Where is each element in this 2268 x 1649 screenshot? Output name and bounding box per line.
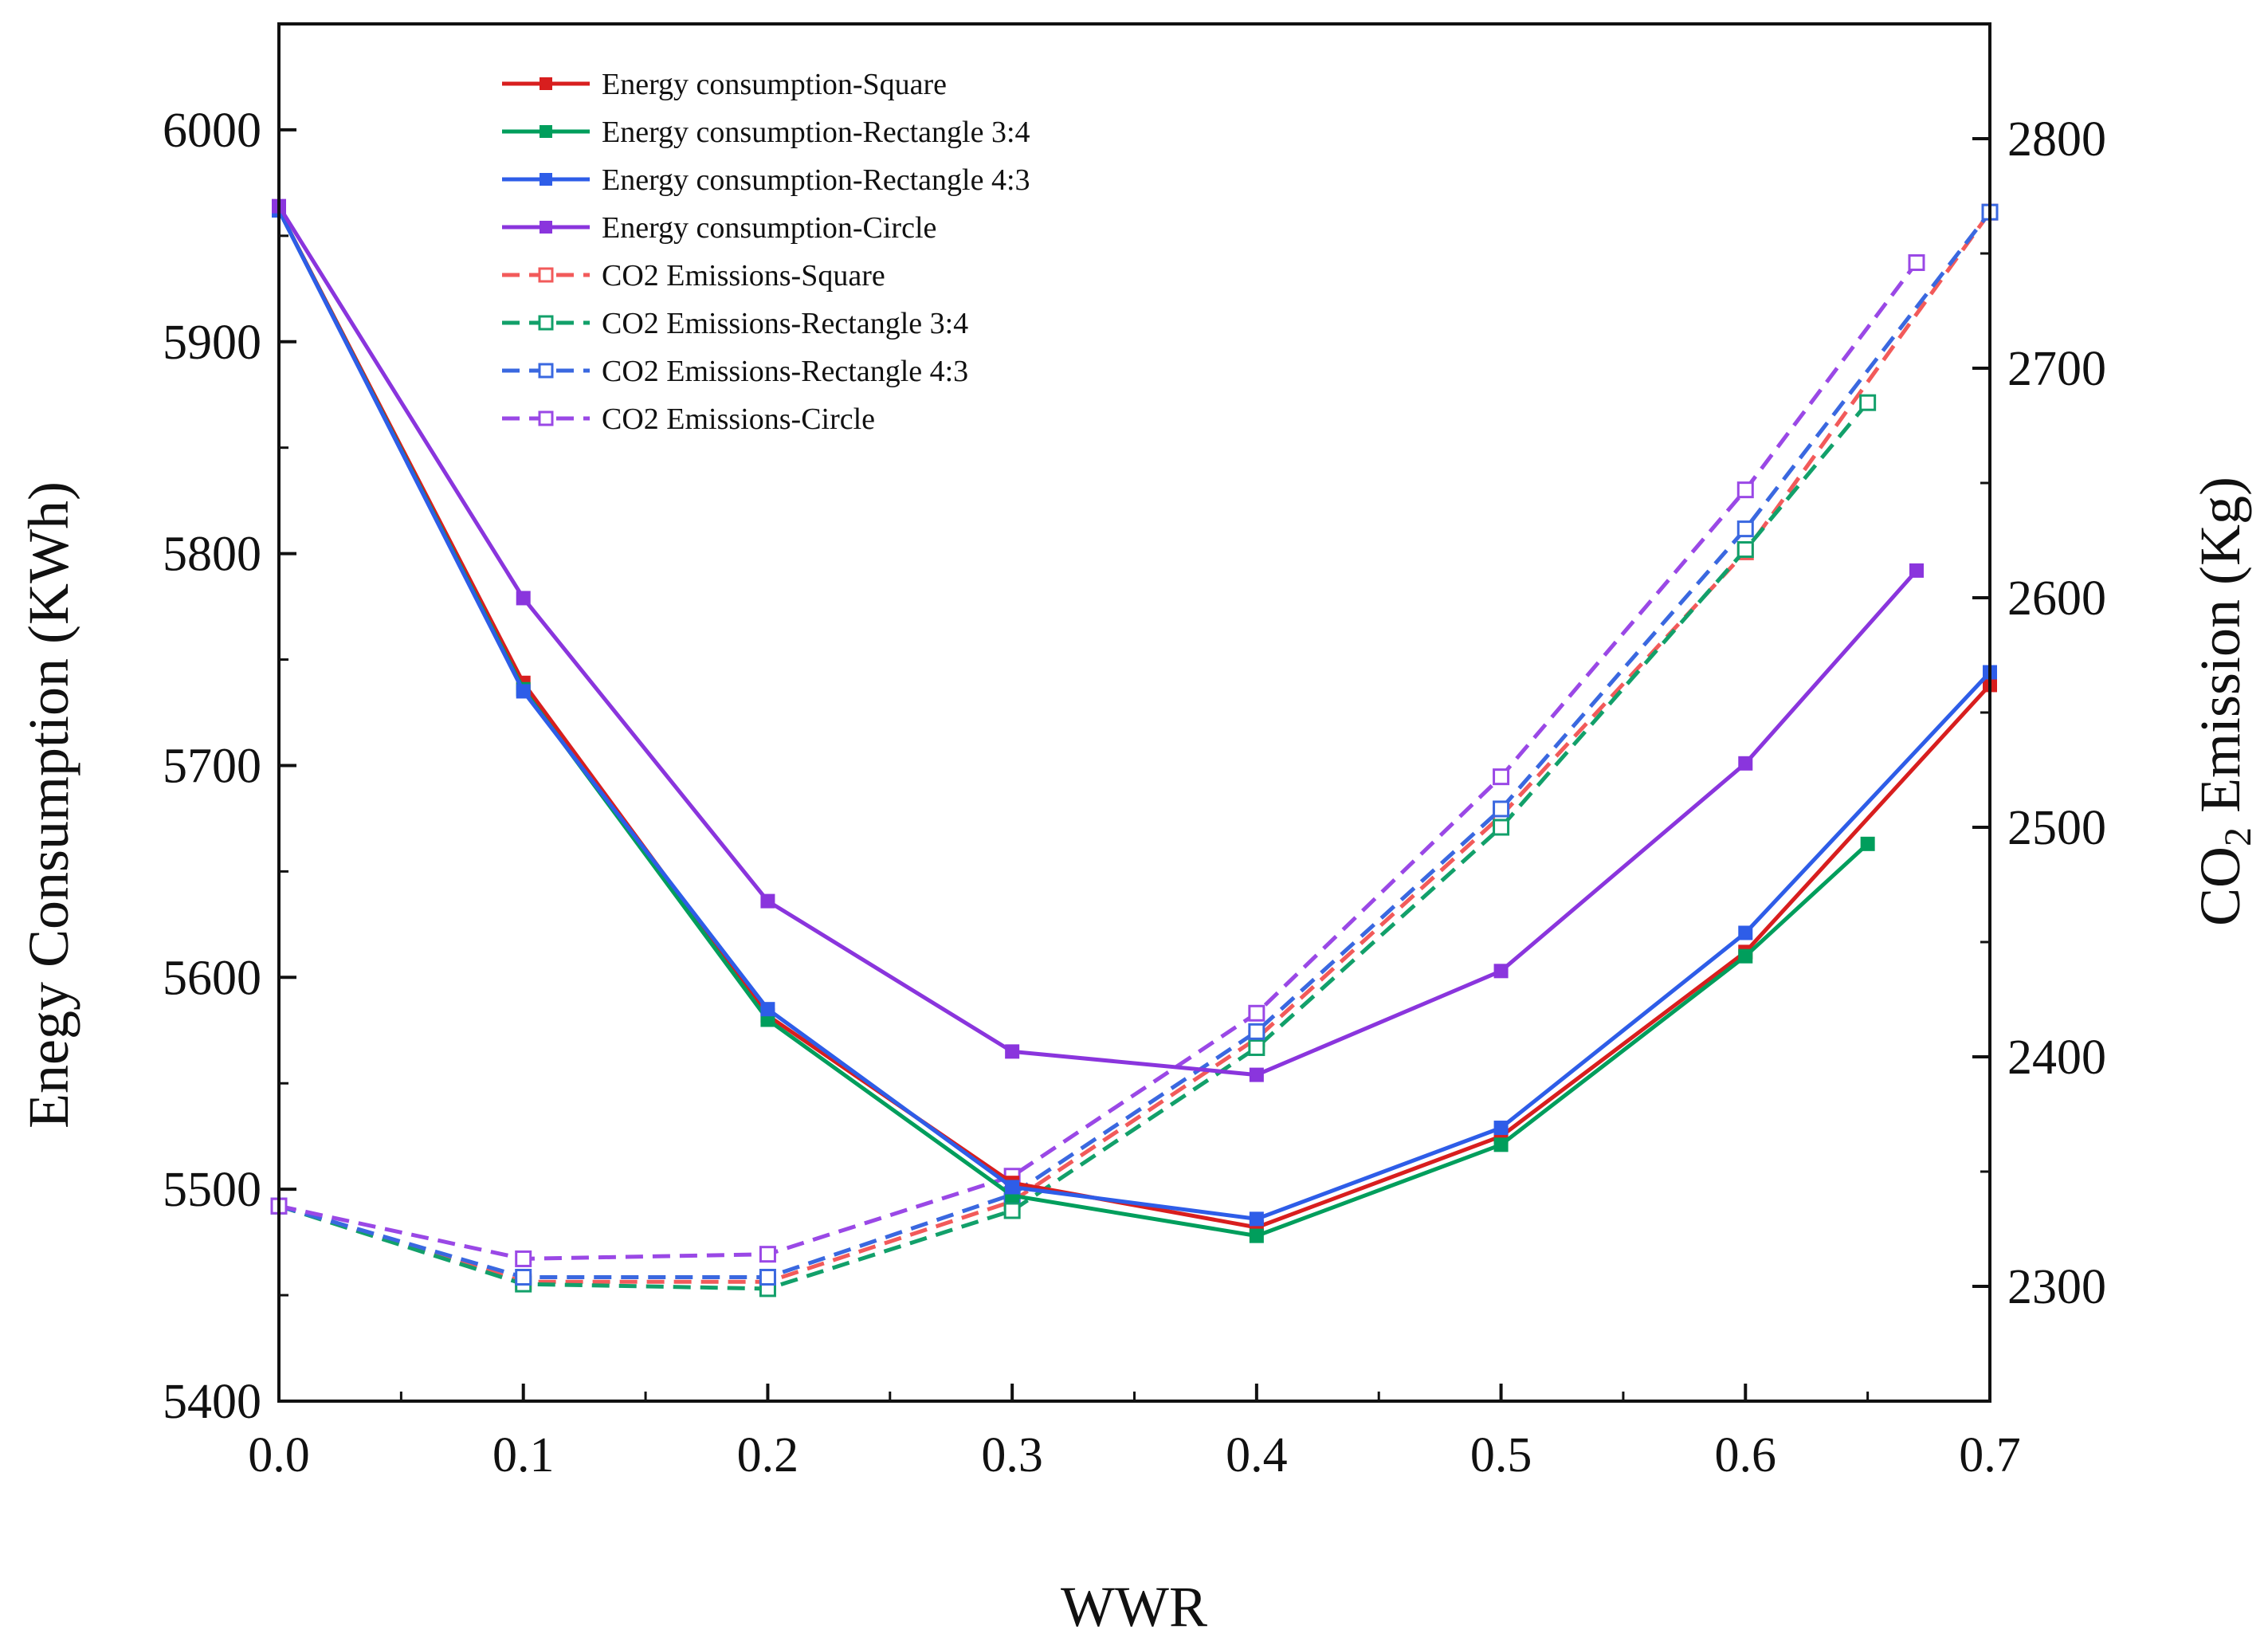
series-3-point-3 — [1005, 1044, 1020, 1059]
legend-marker-1 — [540, 125, 552, 138]
series-3-point-5 — [1493, 964, 1509, 979]
series-2-point-1 — [516, 684, 531, 699]
series-line-3 — [277, 205, 1918, 1078]
series-6-point-1 — [515, 1268, 532, 1286]
legend-marker-5 — [538, 315, 554, 331]
series-2-point-4 — [1249, 1211, 1264, 1227]
legend-label-6: CO2 Emissions-Rectangle 4:3 — [602, 355, 968, 388]
series-line-6 — [278, 210, 1991, 1279]
series-line-2 — [277, 209, 1991, 1221]
series-5-point-7 — [1859, 394, 1877, 411]
series-6-point-6 — [1736, 520, 1754, 538]
y-left-tick-label-3: 5700 — [163, 739, 261, 793]
y-right-tick-label-4: 2700 — [2007, 342, 2106, 396]
y-left-tick-label-6: 6000 — [163, 104, 261, 158]
y-axis-left-title: Enegy Consumption (KWh) — [17, 481, 80, 1129]
series-2-point-3 — [1005, 1180, 1020, 1195]
series-7-point-7 — [1908, 254, 1925, 272]
legend-marker-0 — [540, 77, 552, 90]
series-7-point-6 — [1736, 481, 1754, 499]
x-tick-label-1: 0.1 — [492, 1428, 555, 1482]
tick-labels: 0.0 0.1 0.2 0.3 0.4 0.5 0.6 0.7 5400 5500 5600 5700… — [163, 104, 2106, 1482]
x-tick-label-3: 0.3 — [981, 1428, 1043, 1482]
y-left-tick-label-5: 5900 — [163, 316, 261, 370]
legend-label-5: CO2 Emissions-Rectangle 3:4 — [602, 307, 968, 340]
series-line-5 — [278, 401, 1870, 1291]
legend-marker-6 — [538, 363, 554, 379]
series-3-point-7 — [1909, 563, 1924, 578]
series-7-point-1 — [515, 1250, 532, 1267]
y-left-tick-label-0: 5400 — [163, 1375, 261, 1429]
legend-label-7: CO2 Emissions-Circle — [602, 402, 875, 436]
legend: Energy consumption-Square Energy consumpt… — [502, 68, 1030, 436]
series-6-point-5 — [1493, 800, 1510, 818]
y-axis-right-title-rest: Emission (Kg) — [2188, 477, 2252, 827]
series-3-point-4 — [1249, 1067, 1264, 1082]
legend-marker-7 — [538, 410, 554, 426]
legend-marker-3 — [540, 221, 552, 234]
x-tick-label-4: 0.4 — [1226, 1428, 1288, 1482]
series-5-point-4 — [1248, 1038, 1265, 1056]
y-right-tick-label-3: 2600 — [2007, 571, 2106, 626]
series-7-point-2 — [759, 1246, 776, 1263]
y-axis-right-title-subscript: 2 — [2217, 827, 2259, 846]
series-3-point-1 — [516, 591, 531, 606]
x-tick-label-0: 0.0 — [248, 1428, 310, 1482]
legend-marker-2 — [540, 173, 552, 186]
series-6-point-4 — [1248, 1023, 1265, 1040]
series-2-point-2 — [760, 1002, 775, 1017]
y-axis-right-title-co: CO — [2188, 846, 2252, 926]
series-layer — [270, 198, 1999, 1298]
axis-ticks — [277, 128, 1991, 1403]
y-left-tick-label-1: 5500 — [163, 1163, 261, 1217]
legend-label-1: Energy consumption-Rectangle 3:4 — [602, 116, 1030, 149]
x-tick-label-7: 0.7 — [1959, 1428, 2021, 1482]
series-3 — [272, 198, 1924, 1082]
y-right-tick-label-5: 2800 — [2007, 112, 2106, 167]
series-1-point-6 — [1738, 948, 1753, 964]
x-axis-title: WWR — [1061, 1575, 1207, 1639]
y-right-tick-label-0: 2300 — [2007, 1260, 2106, 1314]
legend-label-2: Energy consumption-Rectangle 4:3 — [602, 163, 1030, 197]
series-6-point-2 — [759, 1268, 776, 1286]
legend-label-3: Energy consumption-Circle — [602, 211, 936, 245]
series-5-point-3 — [1003, 1202, 1021, 1219]
y-right-tick-label-1: 2400 — [2007, 1031, 2106, 1085]
series-line-0 — [277, 209, 1991, 1230]
series-2-point-6 — [1738, 925, 1753, 940]
series-1-point-7 — [1860, 836, 1875, 851]
series-3-point-6 — [1738, 756, 1753, 771]
series-7-point-4 — [1248, 1004, 1265, 1022]
legend-label-4: CO2 Emissions-Square — [602, 259, 885, 293]
series-5-point-5 — [1493, 819, 1510, 836]
series-7-point-5 — [1493, 768, 1510, 786]
series-3-point-2 — [760, 893, 775, 909]
plot-frame — [277, 22, 1991, 1403]
y-axis-right-title: CO2 Emission (Kg) — [2188, 477, 2259, 926]
series-1-point-5 — [1493, 1137, 1509, 1152]
y-right-tick-label-2: 2500 — [2007, 801, 2106, 855]
series-line-7 — [278, 261, 1918, 1261]
y-left-tick-label-2: 5600 — [163, 951, 261, 1005]
legend-marker-4 — [538, 267, 554, 283]
x-tick-label-6: 0.6 — [1715, 1428, 1777, 1482]
y-left-tick-label-4: 5800 — [163, 528, 261, 582]
series-5-point-6 — [1736, 541, 1754, 559]
series-1-point-4 — [1249, 1228, 1264, 1243]
legend-label-0: Energy consumption-Square — [602, 68, 947, 101]
x-tick-label-2: 0.2 — [737, 1428, 799, 1482]
x-tick-label-5: 0.5 — [1470, 1428, 1532, 1482]
series-2-point-5 — [1493, 1121, 1509, 1136]
